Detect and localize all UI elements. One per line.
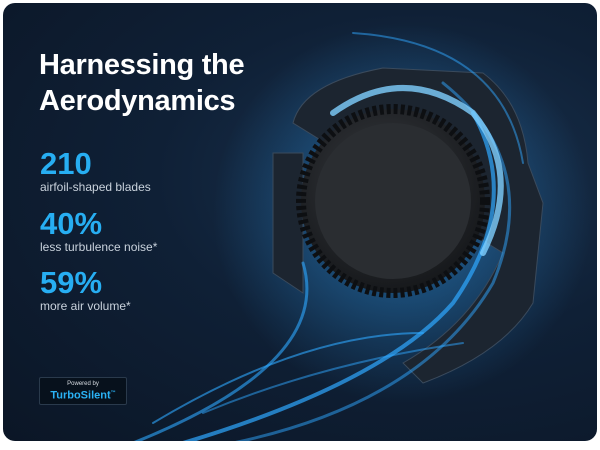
stat-value: 59% xyxy=(40,265,103,300)
stat-label: airfoil-shaped blades xyxy=(40,180,151,194)
headline-line-2: Aerodynamics xyxy=(39,85,236,117)
stat-blades: 210 airfoil-shaped blades xyxy=(40,146,151,195)
headline-line-1: Harnessing the xyxy=(39,49,245,81)
stat-noise: 40% less turbulence noise* xyxy=(40,206,158,255)
stat-label: less turbulence noise* xyxy=(40,240,158,254)
stat-value: 40% xyxy=(40,206,103,241)
headline: Harnessing the Aerodynamics xyxy=(39,47,245,119)
turbosilent-badge: Powered by TurboSilent™ xyxy=(39,377,127,405)
stat-airflow: 59% more air volume* xyxy=(40,265,131,314)
fan-illustration xyxy=(133,23,593,441)
powered-by-text: Powered by xyxy=(67,381,99,387)
brand-name: TurboSilent xyxy=(50,389,111,402)
stat-value: 210 xyxy=(40,146,92,181)
hero-card: Harnessing the Aerodynamics 210 airfoil-… xyxy=(3,3,597,441)
brand-logo: TurboSilent™ xyxy=(40,387,126,402)
trademark: ™ xyxy=(110,390,116,396)
stat-label: more air volume* xyxy=(40,299,131,313)
